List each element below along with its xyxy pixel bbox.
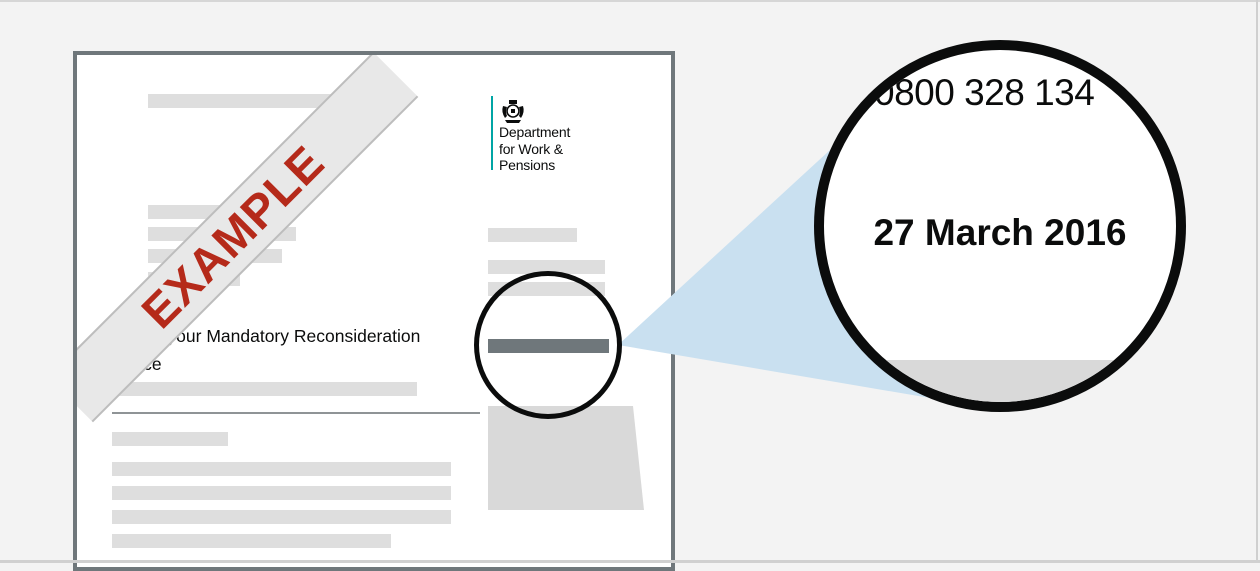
phone-number-partial: 0800 328 134 [874, 72, 1095, 113]
grey-panel [488, 406, 644, 510]
placeholder-line [488, 228, 577, 242]
placeholder-line [112, 382, 417, 396]
bottom-border [0, 560, 1260, 563]
placeholder-line [112, 510, 451, 524]
placeholder-line [488, 260, 605, 274]
divider [112, 412, 480, 414]
magnified-grey-panel [824, 360, 1176, 402]
placeholder-line [112, 462, 451, 476]
top-border [0, 0, 1260, 2]
placeholder-line [112, 534, 391, 548]
placeholder-line [112, 432, 228, 446]
placeholder-line [112, 486, 451, 500]
right-border [1256, 0, 1258, 563]
magnifier-target-circle [474, 271, 622, 419]
magnified-view: 0800 328 134 27 March 2016 [814, 40, 1186, 412]
logo-line: Pensions [499, 157, 555, 173]
dwp-logo: Department for Work & Pensions [491, 96, 581, 174]
royal-coat-of-arms-icon [502, 100, 524, 123]
logo-line: for Work & [499, 140, 563, 157]
department-name: Department for Work & Pensions [499, 124, 570, 174]
placeholder-line [148, 94, 340, 108]
logo-accent-rule [491, 96, 493, 170]
logo-line: Department [499, 124, 571, 140]
letter-date: 27 March 2016 [873, 212, 1127, 253]
